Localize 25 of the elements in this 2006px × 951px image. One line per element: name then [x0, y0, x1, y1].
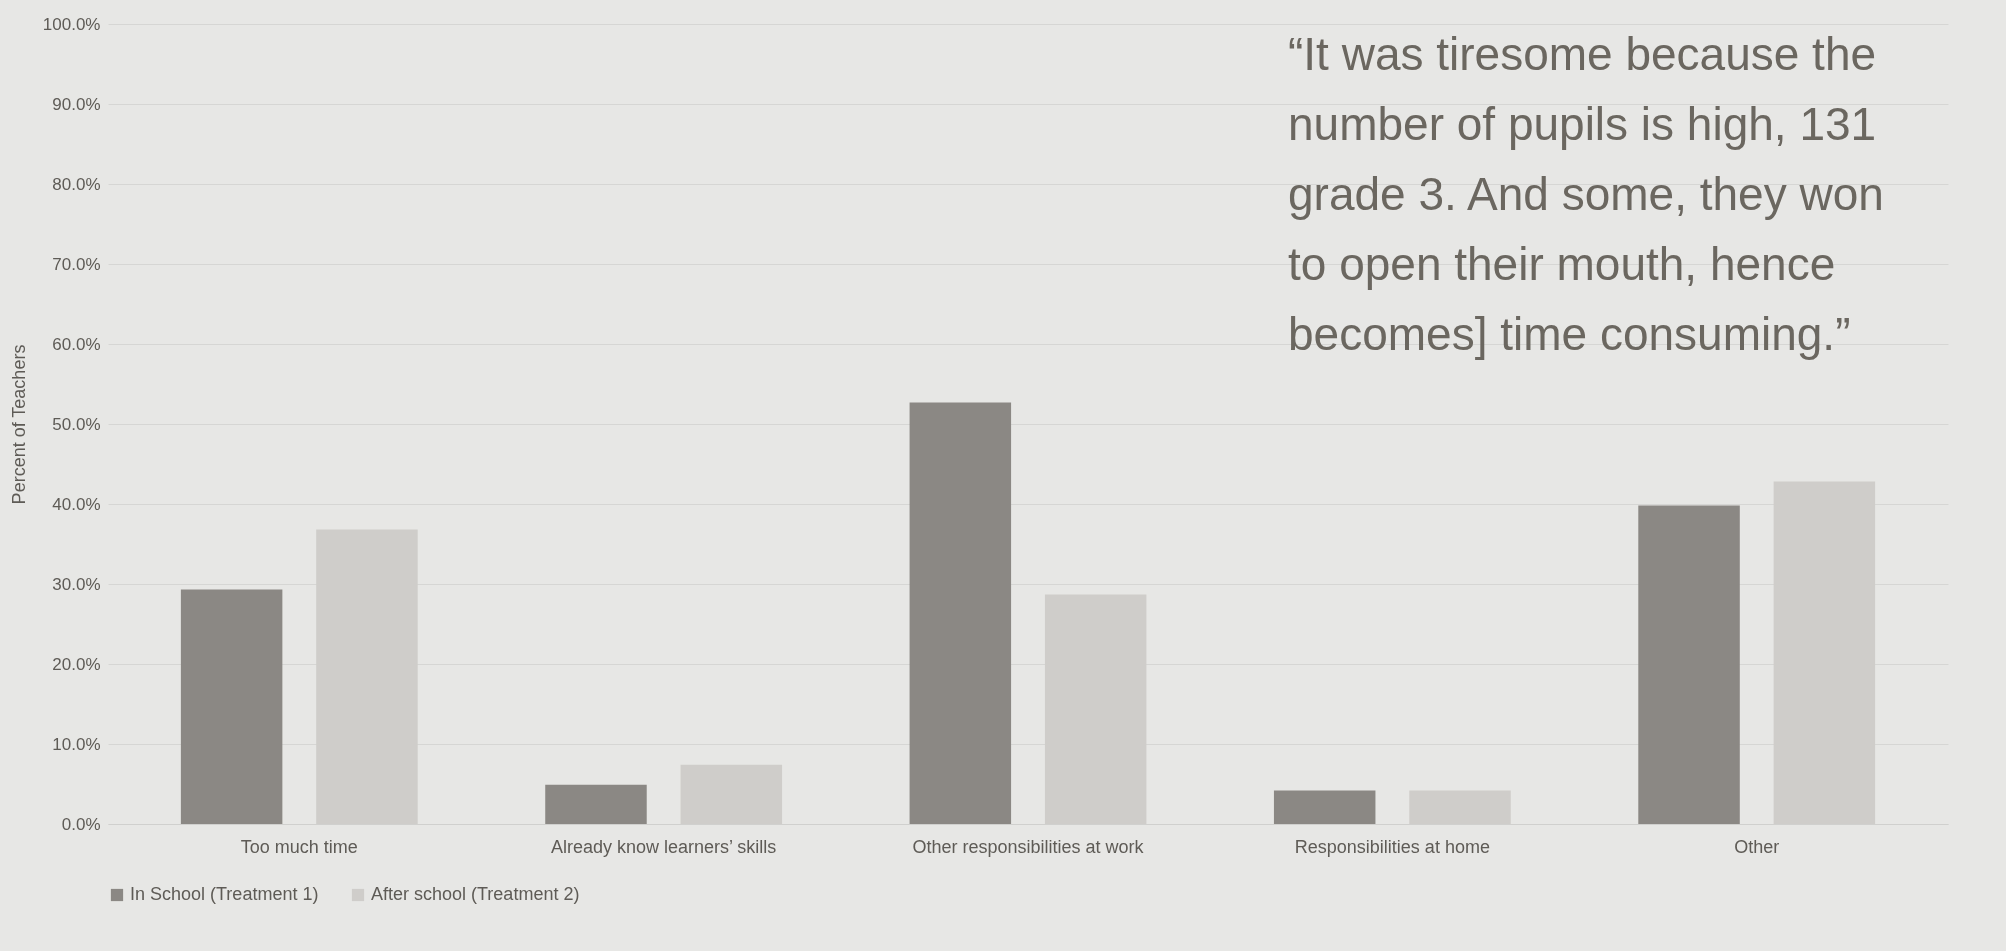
bar	[180, 589, 283, 824]
legend-label: In School (Treatment 1)	[130, 884, 319, 904]
legend-label: After school (Treatment 2)	[371, 884, 580, 904]
bar	[1273, 790, 1376, 824]
y-tick-label: 70.0%	[52, 254, 101, 274]
x-tick-label: Other	[1734, 836, 1780, 857]
bar	[545, 784, 647, 824]
x-tick-label: Responsibilities at home	[1294, 836, 1490, 857]
y-tick-label: 100.0%	[42, 14, 101, 34]
y-tick-label: 0.0%	[61, 814, 101, 834]
y-tick-label: 50.0%	[52, 414, 101, 434]
y-tick-label: 80.0%	[52, 174, 101, 194]
y-tick-label: 40.0%	[52, 494, 101, 514]
y-tick-label: 30.0%	[52, 574, 101, 594]
x-tick-label: Already know learners’ skills	[550, 836, 777, 857]
bar	[909, 402, 1012, 824]
y-axis-title: Percent of Teachers	[8, 344, 29, 505]
y-tick-label: 10.0%	[52, 734, 101, 754]
y-tick-label: 20.0%	[52, 654, 101, 674]
y-tick-label: 90.0%	[52, 94, 101, 114]
y-tick-label: 60.0%	[52, 334, 101, 354]
bar	[1638, 505, 1740, 824]
x-tick-label: Other responsibilities at work	[912, 836, 1145, 857]
annotation: “It was tiresome because the number of pupils is high, 131 grade 3. And some, they won to open their mouth, hence becomes] time consuming.”	[1288, 28, 1884, 360]
x-tick-label: Too much time	[240, 836, 358, 857]
